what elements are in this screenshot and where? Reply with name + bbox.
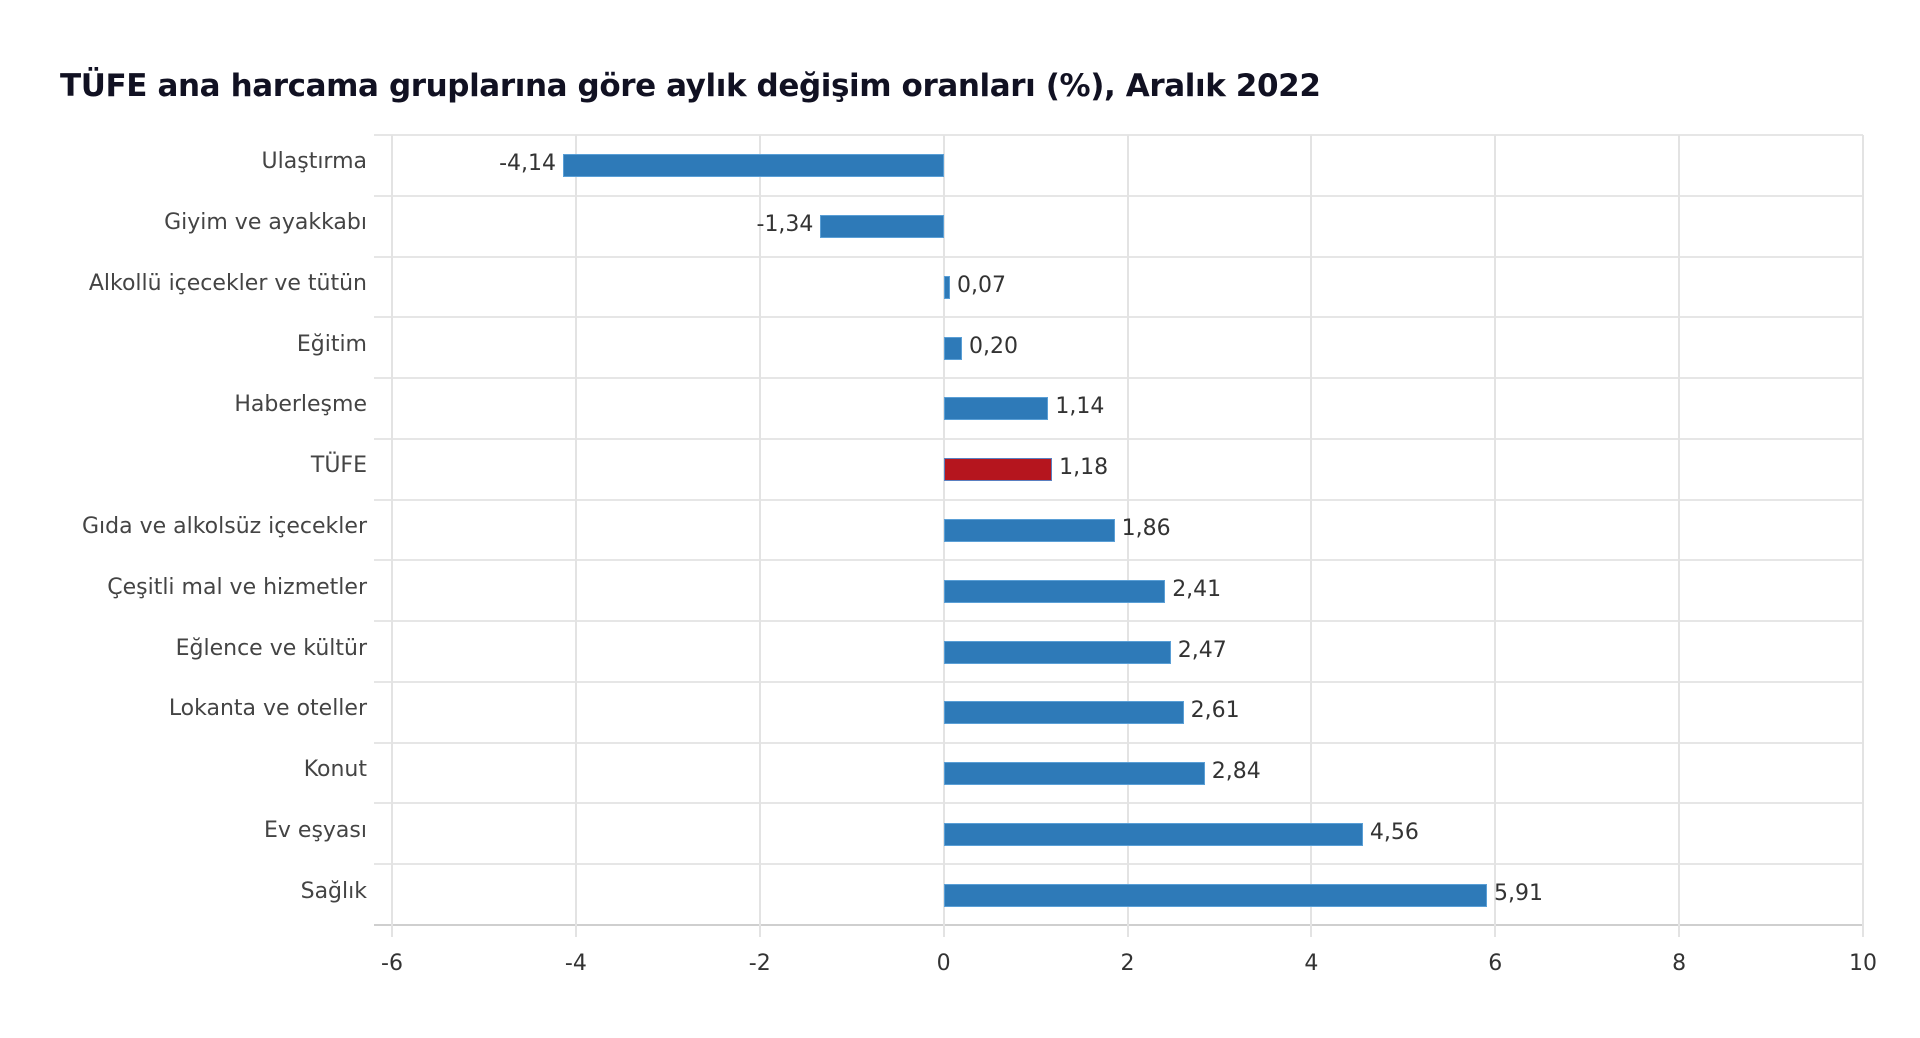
x-tick-label: 6 bbox=[1488, 951, 1503, 976]
x-axis-line bbox=[374, 924, 1863, 926]
category-label: Ulaştırma bbox=[261, 149, 367, 175]
chart-title: TÜFE ana harcama gruplarına göre aylık d… bbox=[60, 68, 1321, 104]
gridline-vertical bbox=[1494, 135, 1497, 937]
category-label: Haberleşme bbox=[234, 392, 367, 418]
value-label: -4,14 bbox=[499, 151, 557, 177]
category-label: Alkollü içecekler ve tütün bbox=[88, 270, 367, 296]
category-label: Giyim ve ayakkabı bbox=[164, 210, 367, 236]
gridline-horizontal bbox=[374, 741, 1863, 744]
value-label: 0,20 bbox=[969, 333, 1018, 359]
value-label: 2,41 bbox=[1172, 576, 1222, 602]
gridline-horizontal bbox=[374, 680, 1863, 683]
x-tick-label: -4 bbox=[564, 951, 587, 976]
bar bbox=[943, 397, 1049, 421]
gridline-vertical bbox=[1310, 135, 1313, 937]
bar bbox=[943, 640, 1171, 664]
value-label: 2,61 bbox=[1190, 698, 1240, 724]
value-label: 2,47 bbox=[1177, 637, 1227, 663]
gridline-horizontal bbox=[374, 863, 1863, 866]
bar bbox=[943, 701, 1184, 725]
gridline-horizontal bbox=[374, 255, 1863, 258]
bar-highlight bbox=[943, 458, 1053, 482]
gridline-horizontal bbox=[374, 620, 1863, 623]
gridline-vertical bbox=[758, 135, 761, 937]
gridline-horizontal bbox=[374, 316, 1863, 319]
bar bbox=[943, 883, 1487, 907]
bar bbox=[943, 336, 962, 360]
value-label: 2,84 bbox=[1211, 759, 1261, 785]
value-label: -1,34 bbox=[756, 212, 814, 238]
gridline-horizontal bbox=[374, 559, 1863, 562]
bar bbox=[563, 154, 944, 178]
gridline-vertical bbox=[391, 135, 393, 937]
bar bbox=[943, 762, 1205, 786]
gridline-vertical bbox=[1862, 135, 1864, 937]
x-tick-label: 0 bbox=[936, 951, 951, 976]
bar bbox=[943, 822, 1363, 846]
value-label: 5,91 bbox=[1493, 880, 1543, 906]
gridline-horizontal bbox=[374, 498, 1863, 501]
bar bbox=[943, 519, 1115, 542]
category-label: Ev eşyası bbox=[264, 817, 367, 843]
bar bbox=[943, 579, 1166, 603]
value-label: 4,56 bbox=[1369, 819, 1419, 845]
category-label: Sağlık bbox=[300, 878, 367, 904]
x-tick-label: 10 bbox=[1849, 951, 1877, 976]
x-tick-label: 8 bbox=[1672, 951, 1687, 976]
value-label: 1,14 bbox=[1055, 394, 1105, 420]
x-tick-label: -6 bbox=[381, 951, 403, 976]
category-label: Konut bbox=[303, 757, 367, 783]
gridline-horizontal bbox=[374, 802, 1863, 805]
category-label: Gıda ve alkolsüz içecekler bbox=[81, 514, 367, 539]
bar bbox=[943, 275, 951, 299]
x-tick-label: 4 bbox=[1304, 951, 1319, 976]
category-label: TÜFE bbox=[310, 453, 367, 479]
gridline-horizontal bbox=[374, 377, 1863, 380]
gridline-horizontal bbox=[374, 437, 1863, 440]
value-label: 1,18 bbox=[1059, 455, 1109, 481]
gridline-vertical bbox=[1126, 135, 1129, 937]
gridline-horizontal bbox=[374, 134, 1863, 136]
gridline-vertical bbox=[1678, 135, 1681, 937]
gridline-horizontal bbox=[374, 194, 1863, 197]
value-label: 0,07 bbox=[957, 272, 1007, 298]
gridline-vertical bbox=[574, 135, 577, 937]
x-tick-label: 2 bbox=[1120, 951, 1135, 976]
category-label: Eğitim bbox=[296, 331, 367, 357]
category-label: Lokanta ve oteller bbox=[168, 696, 367, 722]
category-label: Eğlence ve kültür bbox=[175, 635, 367, 661]
x-tick-label: -2 bbox=[748, 951, 771, 976]
category-label: Çeşitli mal ve hizmetler bbox=[107, 574, 367, 600]
value-label: 1,86 bbox=[1121, 516, 1171, 541]
bar bbox=[820, 215, 944, 239]
